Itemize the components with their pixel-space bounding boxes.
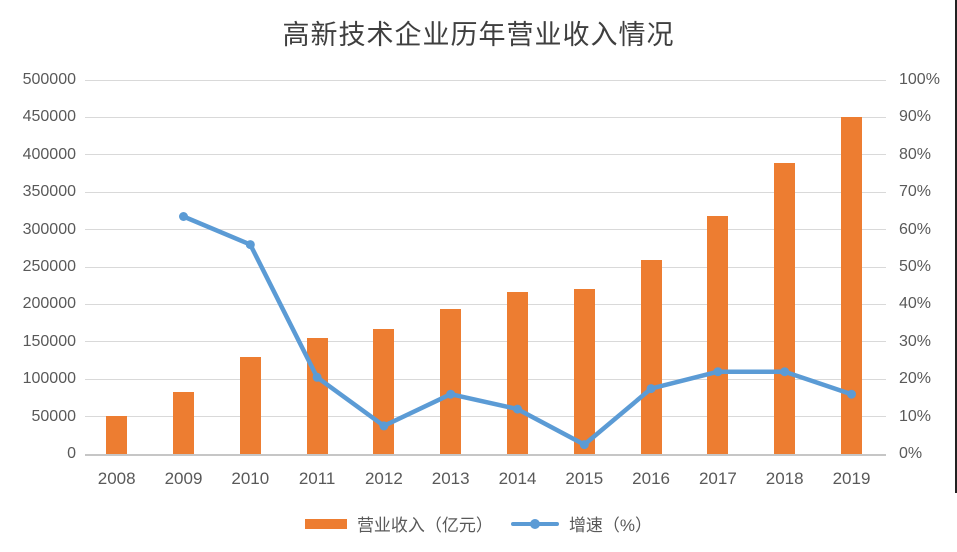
- legend-bar-swatch: [304, 518, 347, 529]
- legend: 营业收入（亿元） 增速（%）: [0, 511, 957, 536]
- legend-bar-label: 营业收入（亿元）: [356, 516, 493, 535]
- left-axis-tick-label: 500000: [22, 71, 76, 88]
- gridline: [85, 154, 886, 156]
- revenue-bar: [573, 288, 595, 454]
- gridline: [85, 416, 886, 418]
- left-axis-tick-label: 350000: [22, 183, 76, 201]
- x-axis-tick-label: 2016: [632, 469, 670, 488]
- gridline: [85, 303, 886, 305]
- x-axis-line: [85, 453, 886, 456]
- gridline: [85, 191, 886, 193]
- left-axis-tick-label: 400000: [22, 145, 76, 163]
- right-axis-tick-label: 40%: [899, 295, 932, 313]
- revenue-bar: [707, 216, 729, 454]
- x-axis-tick-label: 2018: [765, 469, 804, 488]
- right-axis-tick-label: 50%: [899, 258, 932, 275]
- growth-line-marker: [646, 384, 656, 394]
- growth-line-marker: [713, 367, 723, 377]
- revenue-bar: [440, 308, 462, 454]
- revenue-bar: [640, 259, 662, 454]
- left-axis-tick-label: 450000: [22, 108, 76, 126]
- gridline: [85, 378, 886, 380]
- x-axis-tick-label: 2012: [364, 469, 403, 488]
- left-axis-tick-label: 200000: [22, 295, 76, 313]
- left-axis-tick-label: 150000: [22, 332, 76, 350]
- left-axis-tick-label: 300000: [22, 220, 76, 238]
- x-axis-tick-label: 2011: [298, 469, 336, 488]
- x-axis-tick-label: 2015: [565, 469, 604, 488]
- legend-line-swatch: [510, 518, 559, 530]
- right-axis-tick-label: 100%: [899, 71, 940, 88]
- right-axis-tick-label: 90%: [899, 108, 932, 126]
- line-series: [179, 212, 856, 450]
- right-axis-tick-label: 60%: [899, 220, 932, 238]
- revenue-bar: [774, 163, 796, 454]
- growth-line-marker: [179, 212, 188, 221]
- growth-line-marker: [513, 404, 522, 414]
- revenue-bar: [841, 117, 862, 454]
- right-percent-axis: 100% 90% 80% 70% 60% 50% 40% 30% 20% 10% 0%: [899, 0, 957, 552]
- legend-line-label: 增速（%）: [568, 516, 653, 535]
- growth-line-marker: [579, 440, 589, 450]
- x-axis-tick-label: 2014: [498, 469, 537, 488]
- revenue-bar: [239, 356, 261, 454]
- window-edge-line: [955, 0, 957, 493]
- growth-line-marker: [245, 240, 255, 250]
- right-axis-tick-label: 70%: [899, 183, 932, 201]
- right-axis-tick-label: 0%: [899, 445, 923, 462]
- gridline: [85, 116, 886, 118]
- right-axis-tick-label: 20%: [899, 370, 932, 388]
- x-axis-tick-label: 2010: [231, 469, 270, 488]
- x-axis-tick-label: 2008: [97, 469, 136, 488]
- legend-line-marker-icon: [529, 518, 540, 529]
- chart-title: 高新技术企业历年营业收入情况: [282, 20, 675, 51]
- growth-line-marker: [379, 421, 389, 431]
- left-axis-tick-label: 0: [67, 445, 76, 462]
- gridline: [85, 266, 886, 268]
- gridline: [85, 229, 886, 231]
- right-axis-tick-label: 10%: [899, 407, 932, 425]
- right-axis-tick-label: 80%: [899, 145, 932, 163]
- x-axis-tick-label: 2017: [698, 469, 737, 488]
- left-axis-tick-label: 100000: [22, 370, 76, 388]
- left-axis-tick-label: 250000: [22, 258, 76, 275]
- left-axis-tick-label: 50000: [31, 407, 77, 425]
- growth-line-marker: [446, 389, 456, 399]
- gridline: [85, 79, 886, 81]
- gridline: [85, 341, 886, 343]
- growth-line-marker: [780, 367, 790, 377]
- x-axis-tick-label: 2019: [832, 469, 871, 488]
- right-axis-tick-label: 30%: [899, 332, 932, 350]
- plot-area: [85, 79, 886, 456]
- x-axis-tick-label: 2013: [431, 469, 470, 488]
- x-axis-tick-label: 2009: [164, 469, 203, 488]
- revenue-bar: [173, 391, 194, 454]
- growth-line-marker: [312, 372, 322, 382]
- left-value-axis: 500000 450000 400000 350000 300000 250000 2000…: [0, 0, 76, 552]
- growth-line-marker: [847, 389, 856, 399]
- revenue-bar: [106, 415, 128, 454]
